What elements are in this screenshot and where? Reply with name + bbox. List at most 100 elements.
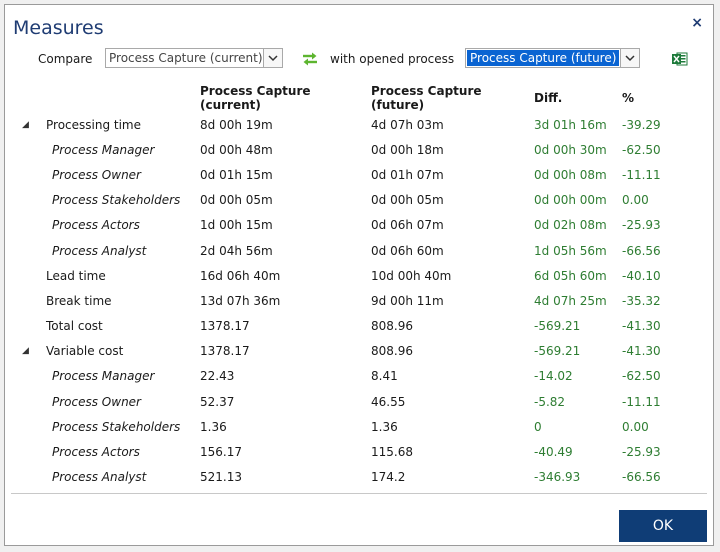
pct-value: -41.30 bbox=[622, 319, 661, 334]
table-row[interactable]: Process Owner 52.37 46.55 -5.82 -11.11 bbox=[22, 389, 692, 414]
pct-value: -66.56 bbox=[622, 243, 661, 258]
close-icon[interactable]: × bbox=[691, 15, 703, 31]
table-row[interactable]: Process Stakeholders 0d 00h 05m 0d 00h 05m… bbox=[22, 188, 692, 213]
current-value: 156.17 bbox=[200, 445, 242, 460]
expand-toggle-icon bbox=[22, 414, 46, 439]
table-row[interactable]: Process Owner 0d 01h 15m 0d 01h 07m 0d 00h … bbox=[22, 162, 692, 187]
table-row[interactable]: Process Analyst 521.13 174.2 -346.93 -66.56 bbox=[22, 465, 692, 490]
expand-toggle-icon bbox=[22, 213, 46, 238]
current-value: 8d 00h 19m bbox=[200, 117, 273, 132]
diff-column-header: Diff. bbox=[534, 91, 563, 105]
toggle-column-header bbox=[22, 84, 46, 112]
measure-name: Processing time bbox=[46, 117, 142, 132]
current-value: 16d 06h 40m bbox=[200, 268, 281, 283]
future-value: 174.2 bbox=[371, 470, 406, 485]
table-row[interactable]: Break time 13d 07h 36m 9d 00h 11m 4d 07h 25… bbox=[22, 288, 692, 313]
table-row[interactable]: ◢ Variable cost 1378.17 808.96 -569.21 -41.30 bbox=[22, 339, 692, 364]
dialog-title: Measures bbox=[13, 17, 104, 39]
expand-toggle-icon bbox=[22, 188, 46, 213]
table-row[interactable]: Total cost 1378.17 808.96 -569.21 -41.30 bbox=[22, 314, 692, 339]
current-value: 1378.17 bbox=[200, 319, 250, 334]
diff-value: 1d 05h 56m bbox=[534, 243, 607, 258]
diff-value: 6d 05h 60m bbox=[534, 268, 607, 283]
future-value: 808.96 bbox=[371, 319, 413, 334]
expand-toggle-icon[interactable]: ◢ bbox=[22, 346, 29, 357]
current-value: 52.37 bbox=[200, 394, 235, 409]
pct-value: -25.93 bbox=[622, 445, 661, 460]
table-row[interactable]: Process Analyst 2d 04h 56m 0d 06h 60m 1d 05… bbox=[22, 238, 692, 263]
left-process-select[interactable]: Process Capture (current) bbox=[105, 48, 283, 68]
future-value: 0d 00h 18m bbox=[371, 142, 444, 157]
table-row[interactable]: Process Stakeholders 1.36 1.36 0 0.00 bbox=[22, 414, 692, 439]
table-row[interactable]: Process Manager 0d 00h 48m 0d 00h 18m 0d 00… bbox=[22, 137, 692, 162]
future-value: 8.41 bbox=[371, 369, 398, 384]
swap-icon[interactable] bbox=[301, 51, 319, 70]
footer-divider bbox=[11, 493, 707, 494]
measure-column-header bbox=[46, 84, 200, 112]
expand-toggle-icon bbox=[22, 162, 46, 187]
current-value: 0d 01h 15m bbox=[200, 167, 273, 182]
measure-name: Process Actors bbox=[52, 218, 140, 233]
diff-value: 0d 00h 08m bbox=[534, 167, 607, 182]
current-value: 1d 00h 15m bbox=[200, 218, 273, 233]
pct-value: -25.93 bbox=[622, 218, 661, 233]
future-value: 0d 06h 60m bbox=[371, 243, 444, 258]
pct-value: -39.29 bbox=[622, 117, 661, 132]
table-row[interactable]: ◢ Processing time 8d 00h 19m 4d 07h 03m 3d 0… bbox=[22, 112, 692, 137]
measures-table: Process Capture (current) Process Captur… bbox=[22, 84, 692, 490]
measure-name: Process Owner bbox=[52, 394, 141, 409]
measure-name: Process Analyst bbox=[52, 470, 147, 485]
expand-toggle-icon bbox=[22, 314, 46, 339]
expand-toggle-icon bbox=[22, 364, 46, 389]
measure-name: Break time bbox=[46, 293, 112, 308]
pct-value: -11.11 bbox=[622, 167, 661, 182]
future-value: 10d 00h 40m bbox=[371, 268, 452, 283]
diff-value: 3d 01h 16m bbox=[534, 117, 607, 132]
diff-value: -5.82 bbox=[534, 394, 566, 409]
expand-toggle-icon bbox=[22, 439, 46, 464]
pct-value: -35.32 bbox=[622, 293, 661, 308]
pct-value: -40.10 bbox=[622, 268, 661, 283]
compare-label: Compare bbox=[38, 52, 93, 66]
right-process-select[interactable]: Process Capture (future) bbox=[465, 48, 640, 68]
measure-name: Process Analyst bbox=[52, 243, 147, 258]
future-value: 808.96 bbox=[371, 344, 413, 359]
measure-name: Process Stakeholders bbox=[52, 193, 181, 208]
chevron-down-icon[interactable] bbox=[620, 49, 639, 67]
table-row[interactable]: Lead time 16d 06h 40m 10d 00h 40m 6d 05h 60… bbox=[22, 263, 692, 288]
expand-toggle-icon bbox=[22, 263, 46, 288]
table-row[interactable]: Process Actors 156.17 115.68 -40.49 -25.93 bbox=[22, 439, 692, 464]
future-value: 1.36 bbox=[371, 419, 398, 434]
expand-toggle-icon bbox=[22, 238, 46, 263]
future-value: 0d 01h 07m bbox=[371, 167, 444, 182]
future-value: 4d 07h 03m bbox=[371, 117, 444, 132]
future-value: 9d 00h 11m bbox=[371, 293, 444, 308]
measure-name: Process Manager bbox=[52, 142, 155, 157]
expand-toggle-icon[interactable]: ◢ bbox=[22, 119, 29, 130]
chevron-down-icon[interactable] bbox=[263, 49, 282, 67]
measure-name: Total cost bbox=[46, 319, 103, 334]
diff-value: 0d 00h 30m bbox=[534, 142, 607, 157]
measure-name: Process Stakeholders bbox=[52, 419, 181, 434]
expand-toggle-icon bbox=[22, 288, 46, 313]
pct-value: -11.11 bbox=[622, 394, 661, 409]
future-value: 46.55 bbox=[371, 394, 406, 409]
future-value: 0d 00h 05m bbox=[371, 193, 444, 208]
measure-name: Variable cost bbox=[46, 344, 124, 359]
current-value: 0d 00h 05m bbox=[200, 193, 273, 208]
current-value: 521.13 bbox=[200, 470, 242, 485]
ok-button[interactable]: OK bbox=[619, 510, 707, 542]
diff-value: 0 bbox=[534, 419, 542, 434]
table-row[interactable]: Process Actors 1d 00h 15m 0d 06h 07m 0d 02h… bbox=[22, 213, 692, 238]
table-row[interactable]: Process Manager 22.43 8.41 -14.02 -62.50 bbox=[22, 364, 692, 389]
pct-value: -62.50 bbox=[622, 142, 661, 157]
diff-value: 0d 02h 08m bbox=[534, 218, 607, 233]
pct-value: 0.00 bbox=[622, 419, 649, 434]
excel-export-icon[interactable] bbox=[672, 52, 688, 69]
pct-value: -41.30 bbox=[622, 344, 661, 359]
table-header-row: Process Capture (current) Process Captur… bbox=[22, 84, 692, 112]
current-value: 13d 07h 36m bbox=[200, 293, 281, 308]
pct-value: 0.00 bbox=[622, 193, 649, 208]
measure-name: Process Owner bbox=[52, 167, 141, 182]
measure-name: Lead time bbox=[46, 268, 106, 283]
